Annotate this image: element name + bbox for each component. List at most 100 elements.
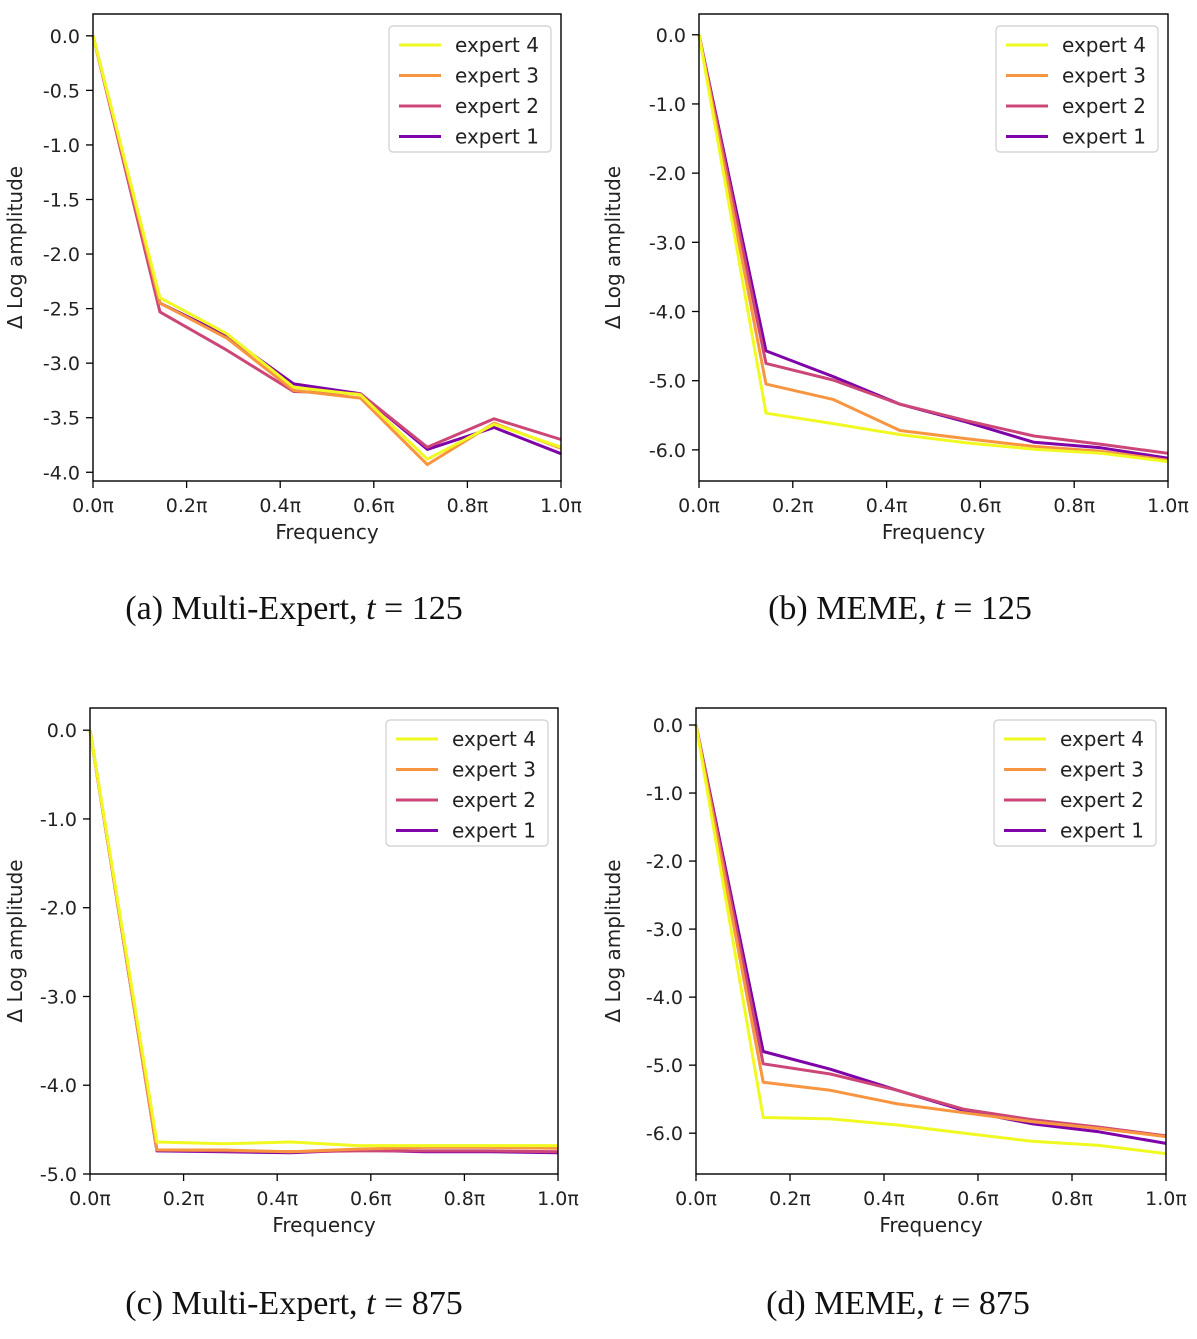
series-line-expert-4	[697, 34, 1169, 464]
panel-a: 0.0π 0.2π 0.4π 0.6π 0.8π 1.0π 0.0 -0.5 -1.0 -1.5 -…	[0, 0, 598, 565]
y-tick-label: -1.0	[649, 94, 686, 116]
y-tick-label: -1.0	[43, 135, 80, 157]
legend-label-expert-3: expert 3	[452, 758, 536, 782]
x-tick-label: 0.4π	[863, 1188, 905, 1210]
y-tick-label: -4.0	[646, 987, 683, 1009]
legend-box	[385, 719, 549, 847]
y-tick-label: -1.5	[43, 189, 80, 211]
caption-c-eq: = 875	[375, 1285, 463, 1322]
series-line-expert-2	[91, 35, 562, 449]
x-tick-label: 0.6π	[957, 1188, 999, 1210]
caption-d-eq: = 875	[942, 1285, 1030, 1322]
caption-a-var: t	[366, 590, 376, 627]
legend-label-expert-2: expert 2	[1060, 788, 1144, 812]
caption-b-prefix: (b) MEME,	[768, 590, 936, 627]
caption-d-var: t	[933, 1285, 943, 1322]
legend-box	[993, 719, 1157, 847]
x-tick-label: 0.6π	[960, 495, 1002, 517]
y-tick-label: -5.0	[649, 371, 686, 393]
y-tick-label: -2.5	[43, 299, 80, 321]
chart-a: 0.0π 0.2π 0.4π 0.6π 0.8π 1.0π 0.0 -0.5 -1.0 -1.5 -…	[3, 13, 582, 544]
y-tick-label: 0.0	[50, 26, 80, 48]
legend-label-expert-2: expert 2	[1062, 94, 1146, 118]
series-line-expert-3	[694, 724, 1167, 1139]
x-tick-label: 0.8π	[1053, 495, 1095, 517]
x-tick-label: 0.2π	[166, 495, 208, 517]
y-tick-label: 0.0	[653, 715, 683, 737]
legend-label-expert-2: expert 2	[455, 94, 539, 118]
y-tick-label: -5.0	[40, 1164, 77, 1186]
caption-c-var: t	[366, 1285, 376, 1322]
panel-b: 0.0π 0.2π 0.4π 0.6π 0.8π 1.0π 0.0 -1.0 -2.0 -3.0 -…	[598, 0, 1197, 565]
y-tick-label: -1.0	[40, 809, 77, 831]
x-tick-label: 0.6π	[353, 495, 395, 517]
panel-c: 0.0π 0.2π 0.4π 0.6π 0.8π 1.0π 0.0 -1.0 -2.0 -3.0 -…	[0, 690, 598, 1255]
legend-label-expert-4: expert 4	[455, 33, 539, 57]
chart-b: 0.0π 0.2π 0.4π 0.6π 0.8π 1.0π 0.0 -1.0 -2.0 -3.0 -…	[601, 13, 1189, 544]
caption-d-prefix: (d) MEME,	[766, 1285, 934, 1322]
y-axis-label: Δ Log amplitude	[601, 859, 625, 1022]
series-line-expert-2	[697, 34, 1169, 455]
panel-d: 0.0π 0.2π 0.4π 0.6π 0.8π 1.0π 0.0 -1.0 -2.0 -3.0 -…	[598, 690, 1197, 1255]
caption-d: (d) MEME, t = 875	[598, 1285, 1197, 1323]
y-tick-label: -0.5	[43, 80, 80, 102]
caption-c-prefix: (c) Multi-Expert,	[125, 1285, 367, 1322]
x-axis-label: Frequency	[275, 520, 378, 544]
caption-b-eq: = 125	[944, 590, 1032, 627]
legend-label-expert-1: expert 1	[452, 819, 536, 843]
y-tick-label: -2.0	[40, 898, 77, 920]
series-line-expert-3	[88, 729, 559, 1154]
x-tick-label: 0.2π	[163, 1188, 205, 1210]
x-tick-label: 0.6π	[350, 1188, 392, 1210]
y-tick-label: -3.0	[40, 986, 77, 1008]
legend-label-expert-4: expert 4	[1060, 727, 1144, 751]
x-tick-label: 0.0π	[675, 1188, 717, 1210]
y-tick-label: -2.0	[649, 163, 686, 185]
legend-label-expert-3: expert 3	[1062, 64, 1146, 88]
axes-frame	[89, 707, 559, 1175]
caption-b: (b) MEME, t = 125	[600, 590, 1197, 628]
y-tick-label: -6.0	[646, 1123, 683, 1145]
x-tick-label: 0.2π	[772, 495, 814, 517]
series-line-expert-3	[697, 34, 1169, 462]
legend-label-expert-4: expert 4	[1062, 33, 1146, 57]
x-tick-label: 1.0π	[537, 1188, 579, 1210]
y-tick-label: -4.0	[40, 1075, 77, 1097]
x-tick-label: 1.0π	[1147, 495, 1189, 517]
caption-a-prefix: (a) Multi-Expert,	[125, 590, 367, 627]
x-tick-label: 0.2π	[769, 1188, 811, 1210]
legend-label-expert-4: expert 4	[452, 727, 536, 751]
legend-label-expert-3: expert 3	[1060, 758, 1144, 782]
caption-c: (c) Multi-Expert, t = 875	[0, 1285, 594, 1323]
y-axis-label: Δ Log amplitude	[601, 166, 625, 329]
legend-label-expert-2: expert 2	[452, 788, 536, 812]
series-line-expert-4	[88, 729, 558, 1148]
x-tick-label: 1.0π	[1145, 1188, 1187, 1210]
axes-frame	[695, 707, 1167, 1175]
x-tick-label: 0.8π	[447, 495, 489, 517]
y-tick-label: 0.0	[47, 720, 77, 742]
legend-label-expert-3: expert 3	[455, 64, 539, 88]
y-tick-label: -5.0	[646, 1055, 683, 1077]
caption-a: (a) Multi-Expert, t = 125	[0, 590, 594, 628]
y-tick-label: -4.0	[43, 462, 80, 484]
caption-b-var: t	[935, 590, 945, 627]
y-tick-label: -2.0	[43, 244, 80, 266]
x-axis-label: Frequency	[879, 1213, 982, 1237]
chart-c: 0.0π 0.2π 0.4π 0.6π 0.8π 1.0π 0.0 -1.0 -2.0 -3.0 -…	[3, 707, 579, 1237]
legend-label-expert-1: expert 1	[455, 125, 539, 149]
x-tick-label: 0.0π	[69, 1188, 111, 1210]
y-tick-label: 0.0	[656, 25, 686, 47]
x-axis-label: Frequency	[272, 1213, 375, 1237]
y-tick-label: -1.0	[646, 783, 683, 805]
x-tick-label: 0.8π	[444, 1188, 486, 1210]
series-line-expert-4	[694, 724, 1167, 1156]
y-tick-label: -3.0	[646, 919, 683, 941]
series-line-expert-4	[91, 35, 562, 461]
axes-frame	[92, 13, 562, 482]
x-tick-label: 0.4π	[259, 495, 301, 517]
y-axis-label: Δ Log amplitude	[3, 859, 27, 1022]
legend-label-expert-1: expert 1	[1062, 125, 1146, 149]
x-tick-label: 0.8π	[1051, 1188, 1093, 1210]
legend-label-expert-1: expert 1	[1060, 819, 1144, 843]
